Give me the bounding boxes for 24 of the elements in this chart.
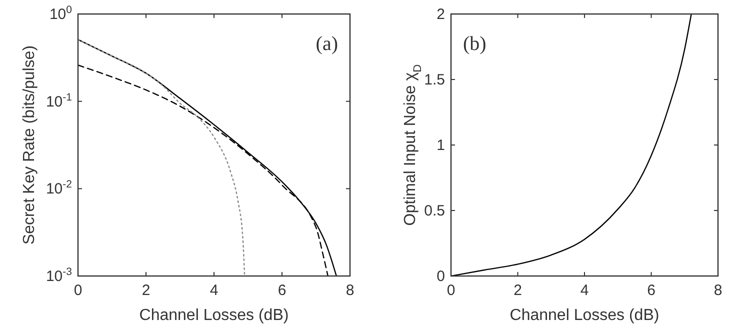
x-axis-title: Channel Losses (dB)	[139, 307, 289, 324]
line-series	[451, 14, 692, 276]
y-tick-label: 0.5	[424, 202, 445, 220]
x-tick-label: 2	[142, 282, 150, 299]
annotation: (b)	[463, 33, 486, 55]
x-tick-label: 8	[714, 282, 722, 299]
y-tick-label: 10$^{0}$	[49, 4, 72, 23]
y-tick-label: 2	[436, 6, 445, 23]
line-series	[78, 38, 246, 276]
annotation: (a)	[316, 33, 338, 55]
y-tick-label: 10$^{-1}$	[46, 91, 72, 110]
x-tick-label: 4	[580, 282, 589, 299]
y-tick-label: 1.5	[424, 72, 445, 88]
x-tick-label: 2	[514, 282, 522, 299]
y-axis-title: Secret Key Rate (bits/pulse)	[21, 45, 38, 245]
x-tick-label: 8	[346, 282, 354, 299]
x-tick-label: 6	[278, 282, 286, 299]
y-tick-label: 10$^{-3}$	[46, 266, 72, 285]
x-tick-label: 4	[210, 282, 218, 299]
x-tick-label: 6	[647, 282, 656, 299]
y-tick-label: 0	[436, 268, 445, 285]
x-axis-title: Channel Losses (dB)	[510, 307, 660, 324]
y-tick-label: 1	[436, 137, 445, 154]
y-tick-label: 10$^{-2}$	[46, 178, 72, 198]
